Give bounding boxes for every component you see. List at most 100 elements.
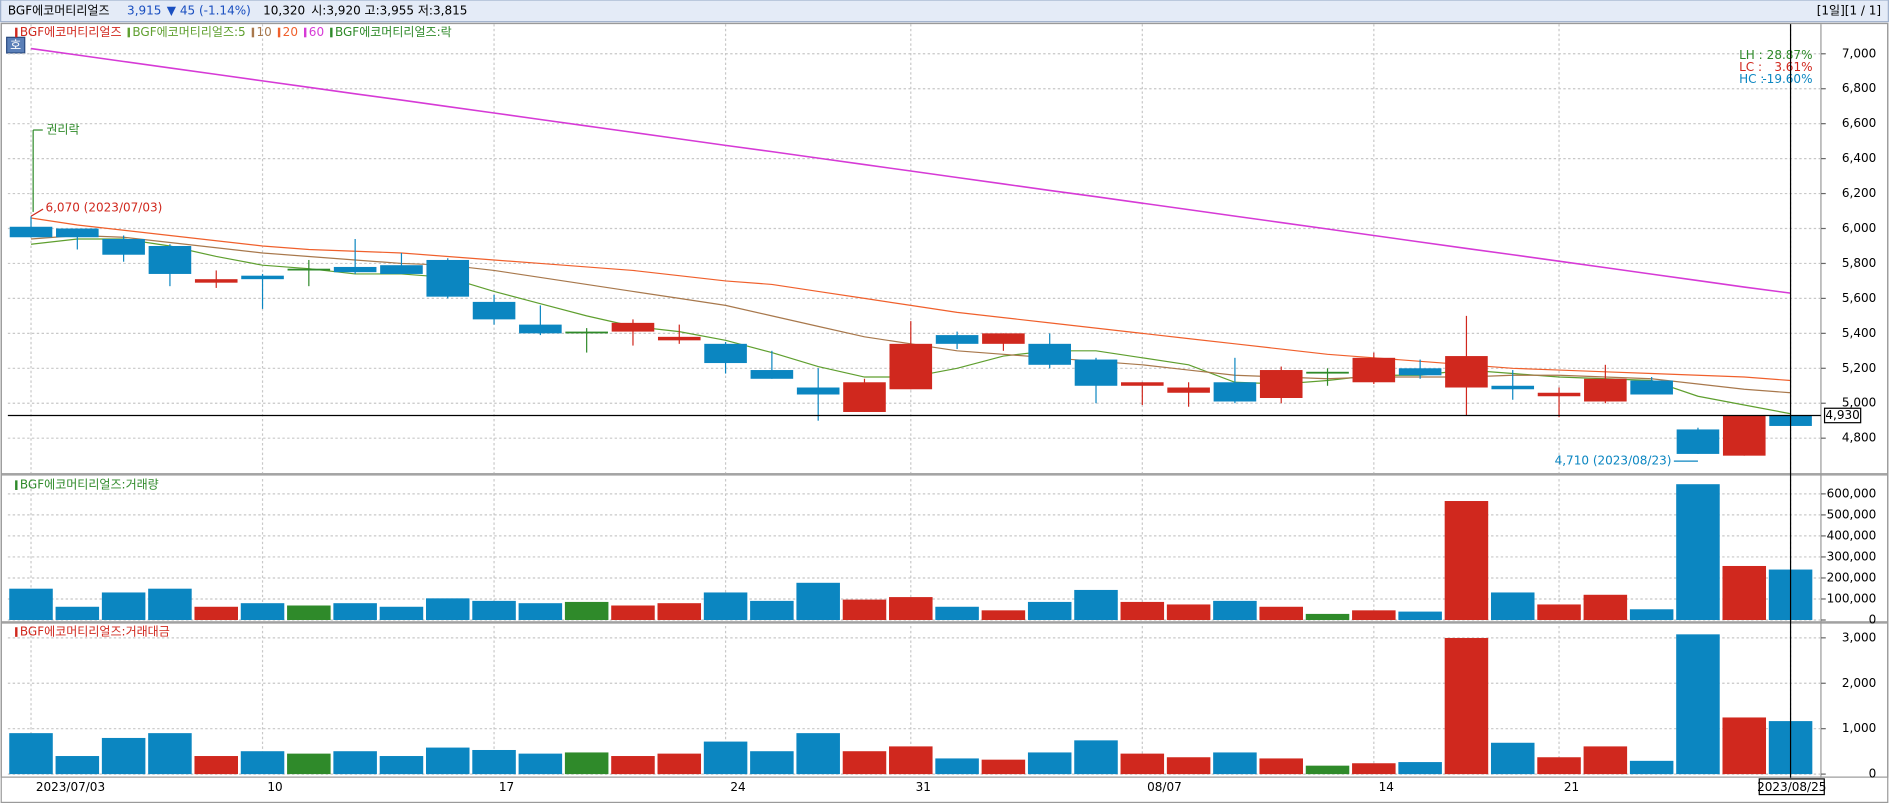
candle-body bbox=[102, 238, 145, 255]
stat-value: 3.61% bbox=[1774, 60, 1812, 74]
x-tick-label: 21 bbox=[1564, 780, 1579, 794]
candle-body bbox=[935, 335, 979, 344]
bar bbox=[1398, 611, 1442, 621]
bar bbox=[564, 752, 609, 775]
legend-swatch bbox=[127, 27, 130, 38]
bar bbox=[657, 753, 702, 775]
date-box bbox=[1758, 778, 1825, 796]
legend-swatch bbox=[303, 27, 307, 38]
bar bbox=[333, 751, 377, 775]
y-tick-label: 6,800 bbox=[1842, 81, 1876, 95]
bar bbox=[240, 751, 285, 775]
bar bbox=[1490, 592, 1535, 621]
bar bbox=[1583, 746, 1628, 775]
bar bbox=[1259, 606, 1303, 621]
candle-body bbox=[704, 343, 747, 364]
candle-body bbox=[472, 301, 516, 320]
bar bbox=[1074, 740, 1118, 775]
candle-body bbox=[1167, 387, 1210, 393]
x-tick-label: 17 bbox=[499, 780, 514, 794]
last-price-label: 4,930 bbox=[1825, 408, 1859, 422]
bar bbox=[1120, 753, 1165, 775]
candle-body bbox=[1537, 392, 1581, 397]
candle-body bbox=[1491, 385, 1535, 390]
candle-body bbox=[56, 228, 99, 238]
legend-entry: BGF에코머티리얼즈:5 bbox=[132, 25, 245, 39]
candle-body bbox=[796, 387, 840, 395]
legend-swatch bbox=[15, 627, 18, 637]
annotation: 6,070 (2023/07/03) bbox=[45, 200, 162, 214]
bar bbox=[796, 582, 840, 621]
candle-body bbox=[1584, 378, 1627, 402]
candle-body bbox=[380, 265, 423, 274]
bar bbox=[1213, 752, 1257, 775]
bar bbox=[564, 601, 609, 621]
ma-line bbox=[30, 217, 1791, 382]
y-tick-label: 100,000 bbox=[1827, 591, 1877, 605]
stat-label: LC : bbox=[1739, 60, 1762, 74]
bar bbox=[750, 600, 794, 621]
candle-body bbox=[1259, 370, 1303, 398]
candle-body bbox=[426, 259, 470, 297]
panel-title: BGF에코머티리얼즈:거래대금 bbox=[20, 625, 170, 639]
bar bbox=[101, 592, 146, 621]
legend-swatch bbox=[15, 480, 18, 490]
bar bbox=[101, 737, 146, 775]
y-tick-label: 5,600 bbox=[1842, 291, 1876, 305]
x-tick-label: 24 bbox=[730, 780, 745, 794]
y-tick-label: 5,800 bbox=[1842, 256, 1876, 270]
bar bbox=[194, 756, 238, 775]
bar bbox=[657, 603, 702, 621]
bar bbox=[1259, 758, 1303, 775]
bar bbox=[425, 598, 470, 621]
bar bbox=[796, 733, 840, 775]
bar bbox=[194, 606, 238, 621]
bar bbox=[1490, 742, 1535, 775]
price-panel bbox=[0, 22, 1889, 475]
x-tick-label: 31 bbox=[916, 780, 931, 794]
bar bbox=[9, 588, 53, 621]
legend-entry: 10 bbox=[257, 25, 272, 39]
bar bbox=[1444, 637, 1489, 775]
bar bbox=[287, 753, 331, 775]
y-tick-label: 400,000 bbox=[1827, 528, 1877, 542]
bar bbox=[148, 588, 192, 621]
x-tick-label: 10 bbox=[267, 780, 282, 794]
legend-entry: BGF에코머티리얼즈 bbox=[20, 25, 122, 39]
bar bbox=[379, 756, 424, 775]
bar bbox=[889, 597, 933, 621]
candle-body bbox=[750, 370, 794, 379]
candle-body bbox=[1676, 429, 1720, 454]
candle-body bbox=[657, 336, 701, 341]
y-tick-label: 6,000 bbox=[1842, 221, 1876, 235]
bar bbox=[148, 733, 192, 775]
change: ▼ 45 (-1.14%) bbox=[167, 3, 251, 17]
candle-body bbox=[194, 279, 238, 283]
bar bbox=[518, 753, 563, 775]
bar bbox=[981, 610, 1026, 621]
candle-body bbox=[1445, 356, 1488, 388]
x-tick-label: 14 bbox=[1379, 780, 1394, 794]
bar bbox=[1027, 601, 1072, 621]
candle-body bbox=[1630, 380, 1673, 395]
bar bbox=[1629, 760, 1674, 775]
y-tick-label: 6,200 bbox=[1842, 186, 1876, 200]
bar bbox=[1120, 601, 1165, 621]
bar bbox=[472, 749, 516, 775]
bar bbox=[1583, 594, 1628, 621]
stock-name: BGF에코머티리얼즈 bbox=[8, 3, 110, 17]
button-label[interactable]: 호 bbox=[10, 38, 21, 52]
header-bar bbox=[0, 0, 1889, 23]
volume-panel bbox=[0, 474, 1889, 623]
bar bbox=[1166, 604, 1211, 621]
y-tick-label: 6,400 bbox=[1842, 151, 1876, 165]
bar bbox=[240, 603, 285, 621]
candle-body bbox=[519, 324, 562, 334]
legend-swatch bbox=[15, 27, 18, 38]
legend-swatch bbox=[277, 27, 281, 38]
y-tick-label: 7,000 bbox=[1842, 46, 1876, 60]
y-tick-label: 1,000 bbox=[1842, 721, 1876, 735]
bar bbox=[611, 605, 655, 621]
y-tick-label: 2,000 bbox=[1842, 676, 1876, 690]
candle-body bbox=[565, 331, 608, 334]
